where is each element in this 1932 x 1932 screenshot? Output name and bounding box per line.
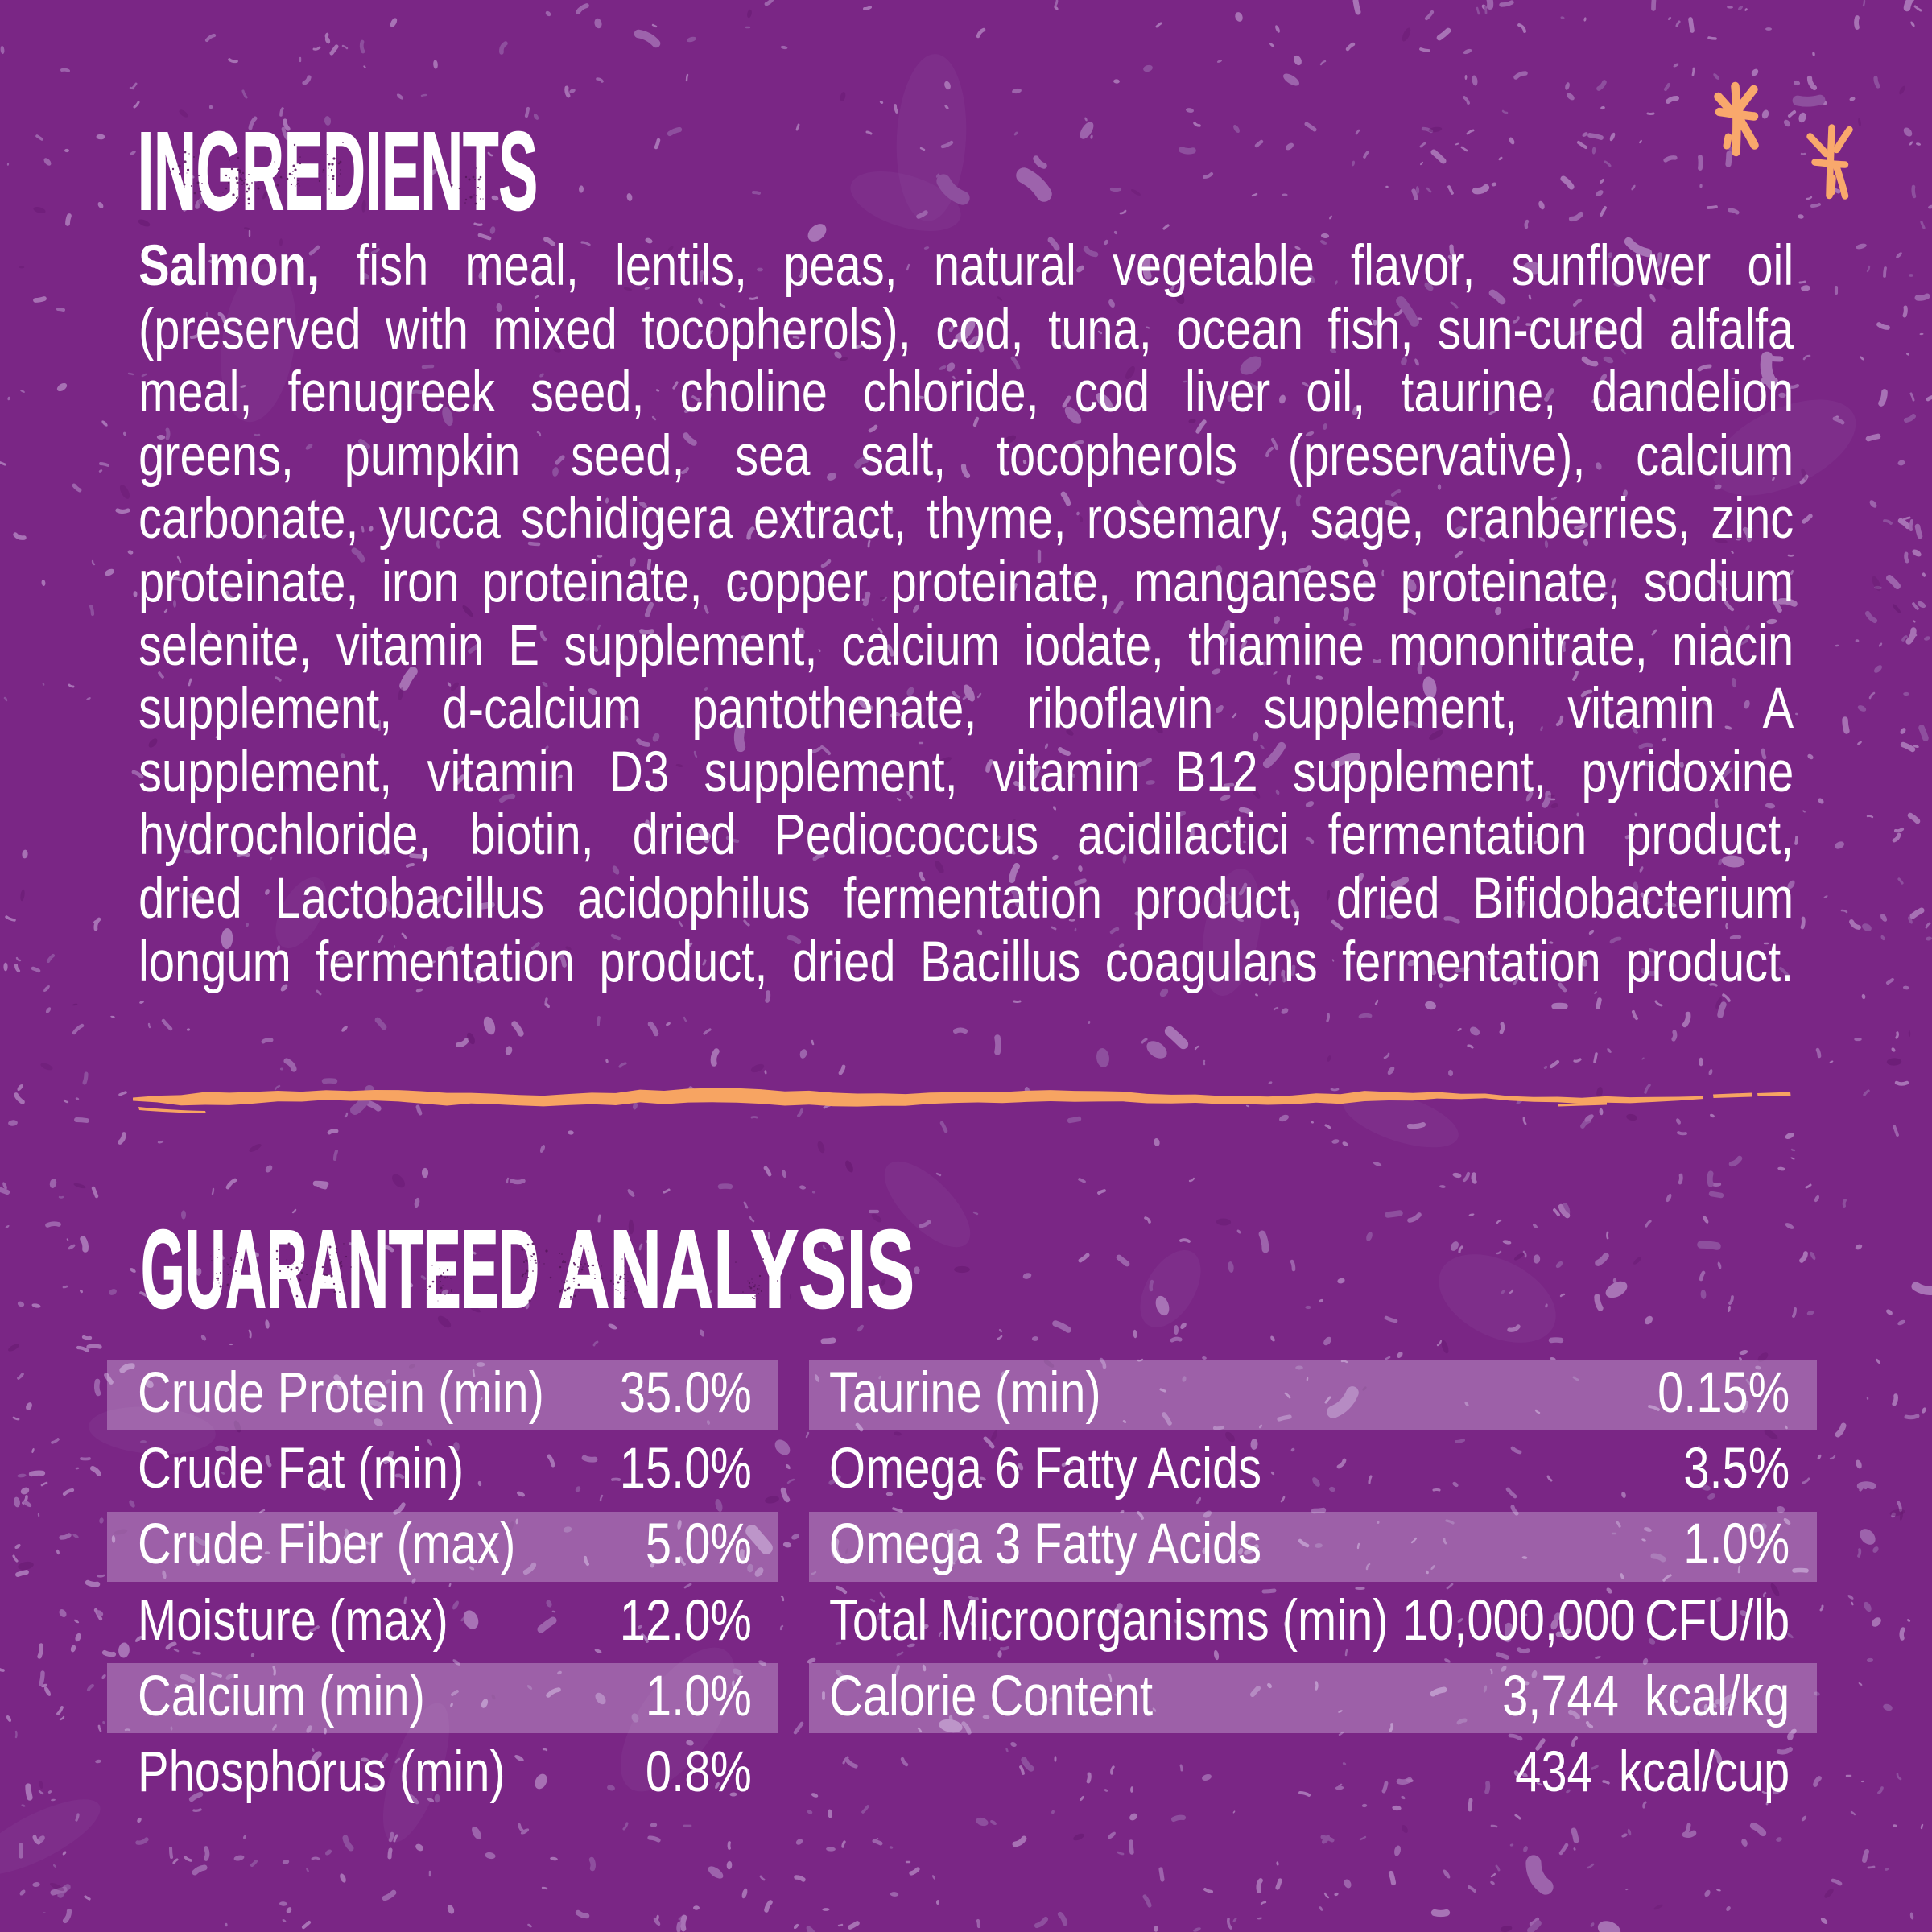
- svg-text:INGREDIENTS: INGREDIENTS: [138, 109, 538, 233]
- svg-text:GUARANTEED: GUARANTEED: [141, 1208, 539, 1331]
- svg-text:ANALYSIS: ANALYSIS: [558, 1208, 914, 1331]
